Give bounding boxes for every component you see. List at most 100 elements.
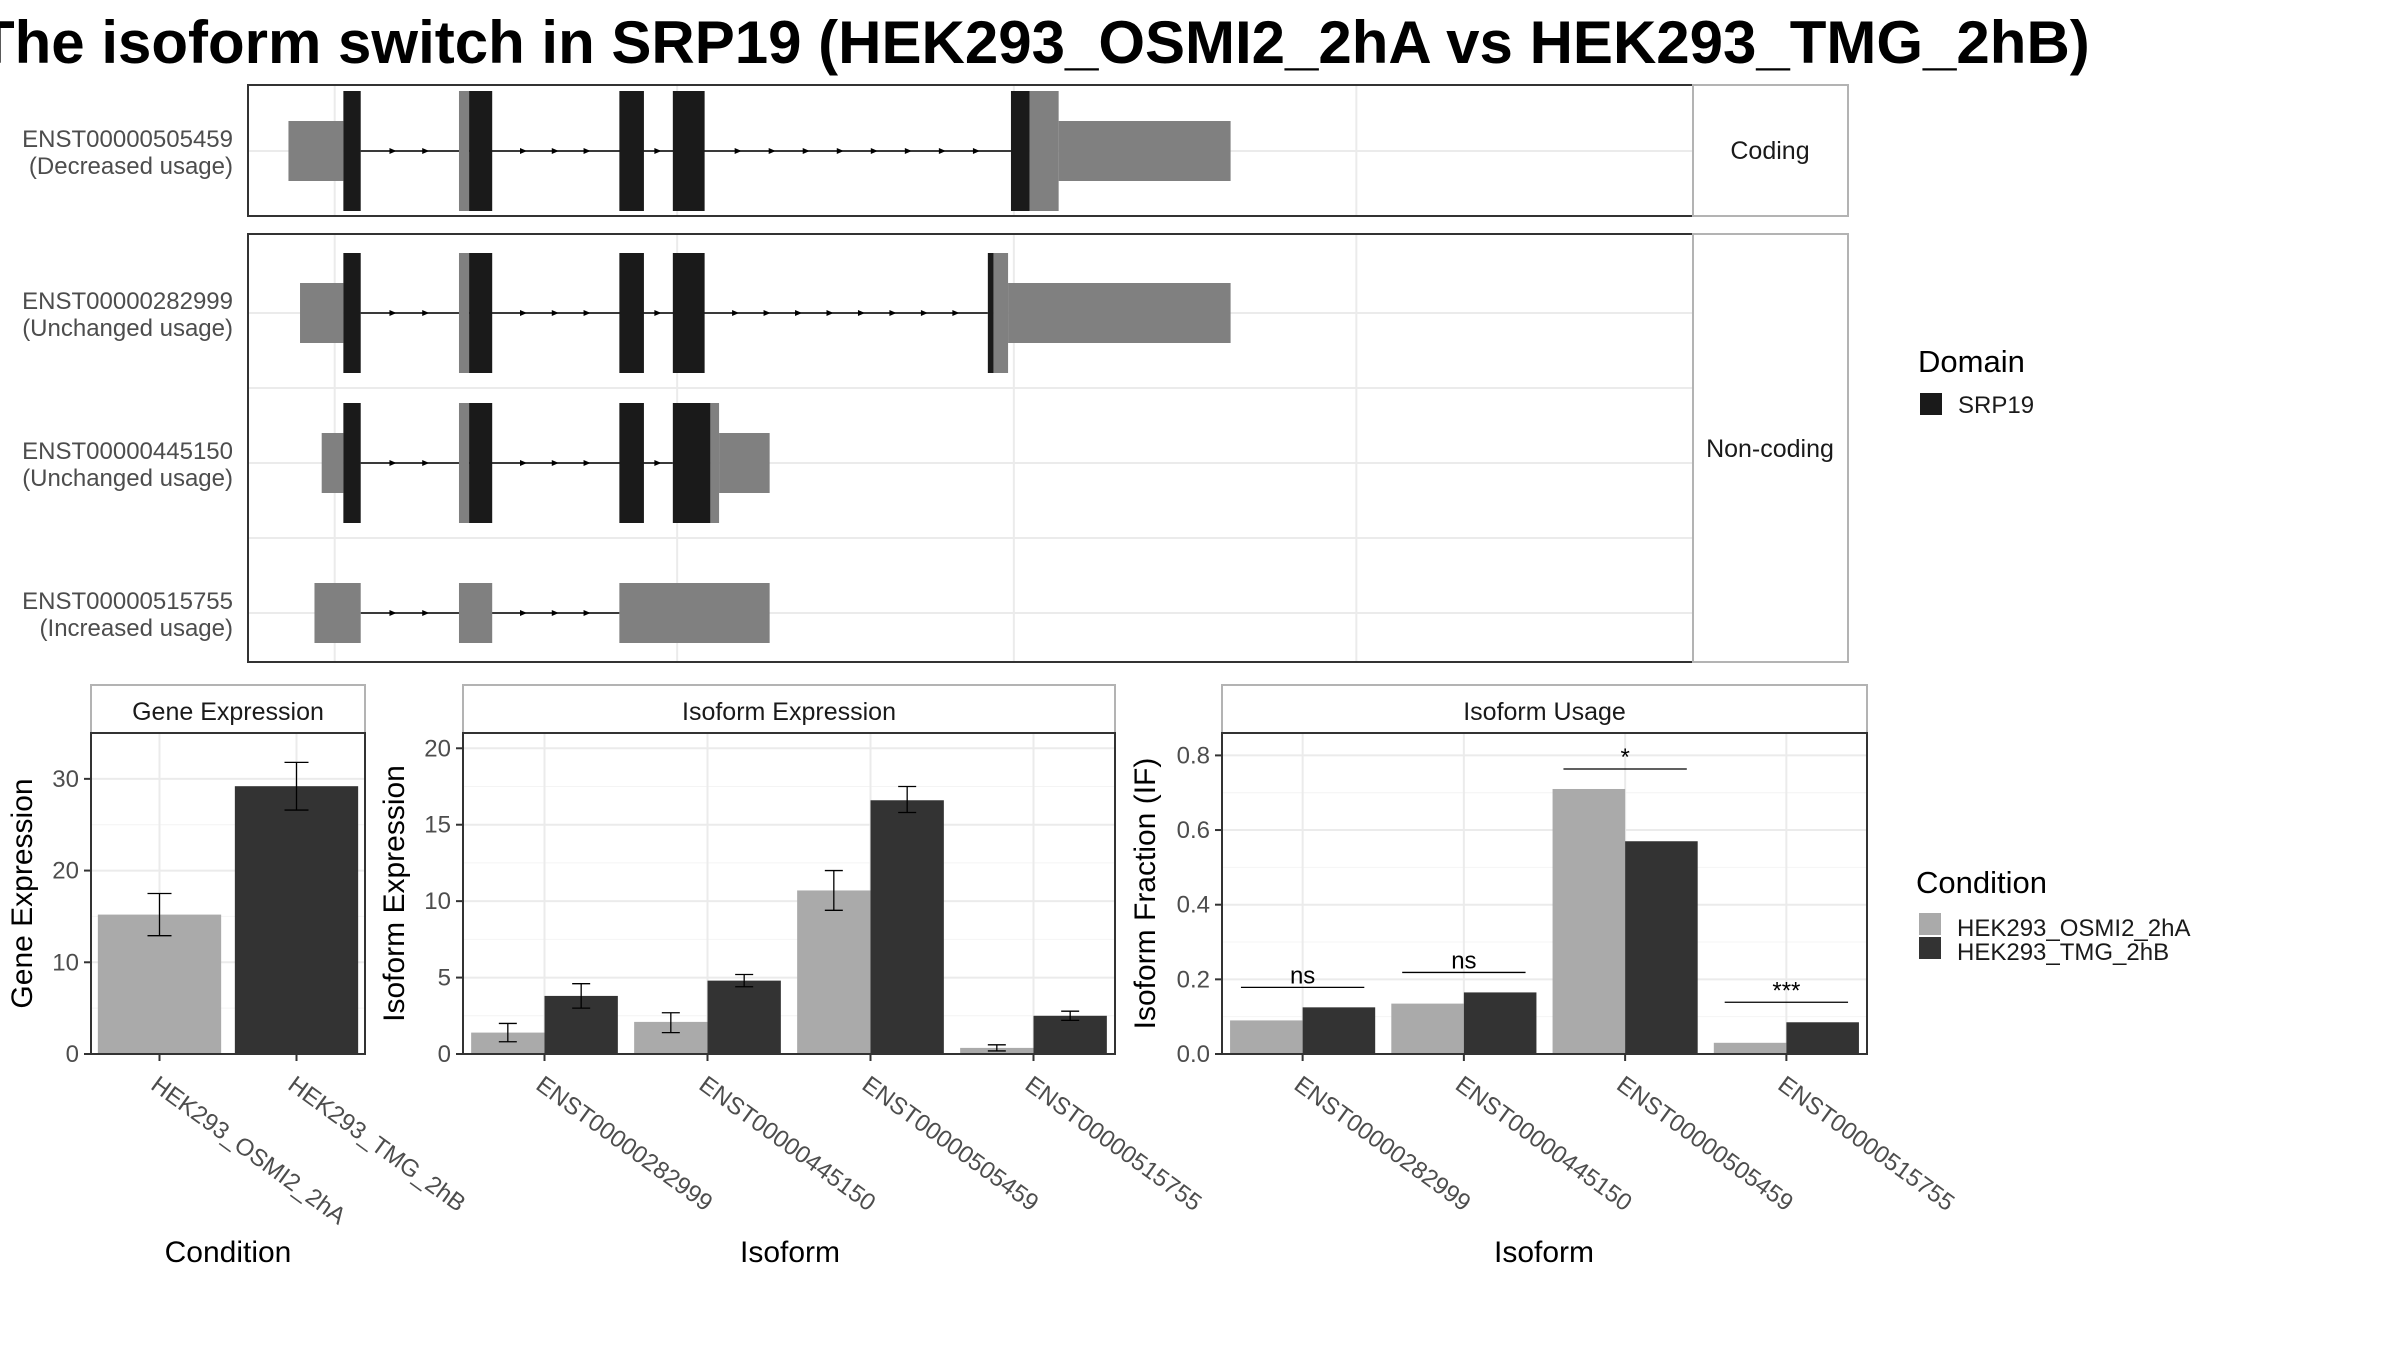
- significance-label: ***: [1772, 977, 1800, 1004]
- legend-title-domain: Domain: [1918, 344, 2025, 379]
- bar: [1391, 1003, 1464, 1054]
- utr-exon: [710, 403, 720, 523]
- utr-exon: [993, 253, 1009, 373]
- intron-arrow-icon: [551, 310, 559, 316]
- domain-exon: [343, 91, 361, 211]
- intron-arrow-icon: [583, 460, 591, 466]
- intron-arrow-icon: [654, 460, 662, 466]
- transcript-usage-label: (Unchanged usage): [22, 465, 233, 492]
- intron-arrow-icon: [802, 148, 810, 154]
- bar: [1713, 1042, 1787, 1054]
- intron-arrow-icon: [870, 148, 878, 154]
- y-axis-title: Isoform Expression: [378, 765, 411, 1022]
- significance-label: *: [1620, 744, 1629, 771]
- transcript-id-label: ENST00000505459: [22, 126, 233, 153]
- panel-strip: [462, 684, 1116, 734]
- bar: [1302, 1007, 1376, 1054]
- domain-exon: [619, 403, 644, 523]
- x-axis-title: Condition: [165, 1236, 292, 1269]
- intron-arrow-icon: [889, 310, 897, 316]
- legend-key-domain: [1920, 393, 1942, 415]
- intron-arrow-icon: [734, 148, 742, 154]
- domain-exon: [672, 403, 711, 523]
- significance-label: ns: [1451, 947, 1476, 974]
- intron-arrow-icon: [389, 610, 397, 616]
- transcript-id-label: ENST00000282999: [22, 288, 233, 315]
- y-tick-label: 10: [52, 949, 79, 976]
- bar: [1625, 841, 1698, 1054]
- x-tick-label: ENST00000505459: [1612, 1071, 1798, 1217]
- intron-arrow-icon: [519, 610, 527, 616]
- utr-exon: [1029, 91, 1059, 211]
- x-tick-label: ENST00000515755: [1020, 1071, 1206, 1217]
- bar: [1230, 1020, 1303, 1054]
- intron-arrow-icon: [763, 310, 771, 316]
- legend-key-condition-b: [1919, 937, 1941, 959]
- domain-exon: [672, 253, 705, 373]
- transcript-usage-label: (Unchanged usage): [22, 315, 233, 342]
- intron-arrow-icon: [422, 310, 430, 316]
- legend-label-condition-b: HEK293_TMG_2hB: [1957, 939, 2169, 966]
- y-tick-label: 20: [424, 735, 451, 762]
- bar: [707, 980, 781, 1054]
- intron-arrow-icon: [583, 310, 591, 316]
- bar: [1463, 992, 1537, 1054]
- y-tick-label: 0.0: [1177, 1041, 1210, 1068]
- bar: [471, 1032, 545, 1054]
- y-tick-label: 0.2: [1177, 966, 1210, 993]
- x-tick-label: ENST00000445150: [694, 1071, 880, 1217]
- intron-arrow-icon: [732, 310, 740, 316]
- intron-arrow-icon: [920, 310, 928, 316]
- utr-exon: [619, 583, 770, 643]
- intron-arrow-icon: [519, 148, 527, 154]
- intron-arrow-icon: [551, 148, 559, 154]
- y-tick-label: 0.6: [1177, 817, 1210, 844]
- panel-strip: [90, 684, 366, 734]
- y-tick-label: 0.4: [1177, 892, 1210, 919]
- intron-arrow-icon: [857, 310, 865, 316]
- bar: [797, 890, 871, 1054]
- y-tick-label: 20: [52, 858, 79, 885]
- intron-arrow-icon: [952, 310, 960, 316]
- x-tick-label: ENST00000282999: [531, 1071, 717, 1217]
- bar: [1552, 788, 1626, 1054]
- legend-key-condition-a: [1919, 913, 1941, 935]
- domain-exon: [619, 91, 644, 211]
- domain-exon: [469, 403, 493, 523]
- domain-exon: [343, 403, 361, 523]
- intron-arrow-icon: [583, 610, 591, 616]
- utr-exon: [1058, 121, 1231, 181]
- intron-arrow-icon: [422, 610, 430, 616]
- significance-label: ns: [1290, 962, 1315, 989]
- intron-arrow-icon: [551, 610, 559, 616]
- transcript-usage-label: (Decreased usage): [29, 153, 233, 180]
- intron-arrow-icon: [389, 460, 397, 466]
- y-tick-label: 0: [438, 1041, 451, 1068]
- chart-title: The isoform switch in SRP19 (HEK293_OSMI…: [0, 9, 2090, 76]
- bar: [1786, 1022, 1859, 1054]
- x-axis-title: Isoform: [740, 1236, 840, 1269]
- intron-arrow-icon: [654, 310, 662, 316]
- transcript-id-label: ENST00000515755: [22, 588, 233, 615]
- intron-arrow-icon: [583, 148, 591, 154]
- y-tick-label: 30: [52, 766, 79, 793]
- panel-strip-title: Isoform Expression: [682, 698, 896, 726]
- x-axis-title: Isoform: [1494, 1236, 1594, 1269]
- facet-strip-label: Non-coding: [1706, 435, 1834, 463]
- bar: [97, 914, 222, 1054]
- intron-arrow-icon: [938, 148, 946, 154]
- x-tick-label: ENST00000505459: [857, 1071, 1043, 1217]
- utr-exon: [300, 283, 344, 343]
- intron-arrow-icon: [904, 148, 912, 154]
- domain-exon: [469, 253, 493, 373]
- intron-arrow-icon: [836, 148, 844, 154]
- utr-exon: [288, 121, 344, 181]
- domain-exon: [1010, 91, 1030, 211]
- intron-arrow-icon: [389, 310, 397, 316]
- y-axis-title: Isoform Fraction (IF): [1129, 758, 1162, 1030]
- panel-strip-title: Isoform Usage: [1463, 698, 1626, 726]
- intron-arrow-icon: [972, 148, 980, 154]
- domain-exon: [469, 91, 493, 211]
- intron-arrow-icon: [826, 310, 834, 316]
